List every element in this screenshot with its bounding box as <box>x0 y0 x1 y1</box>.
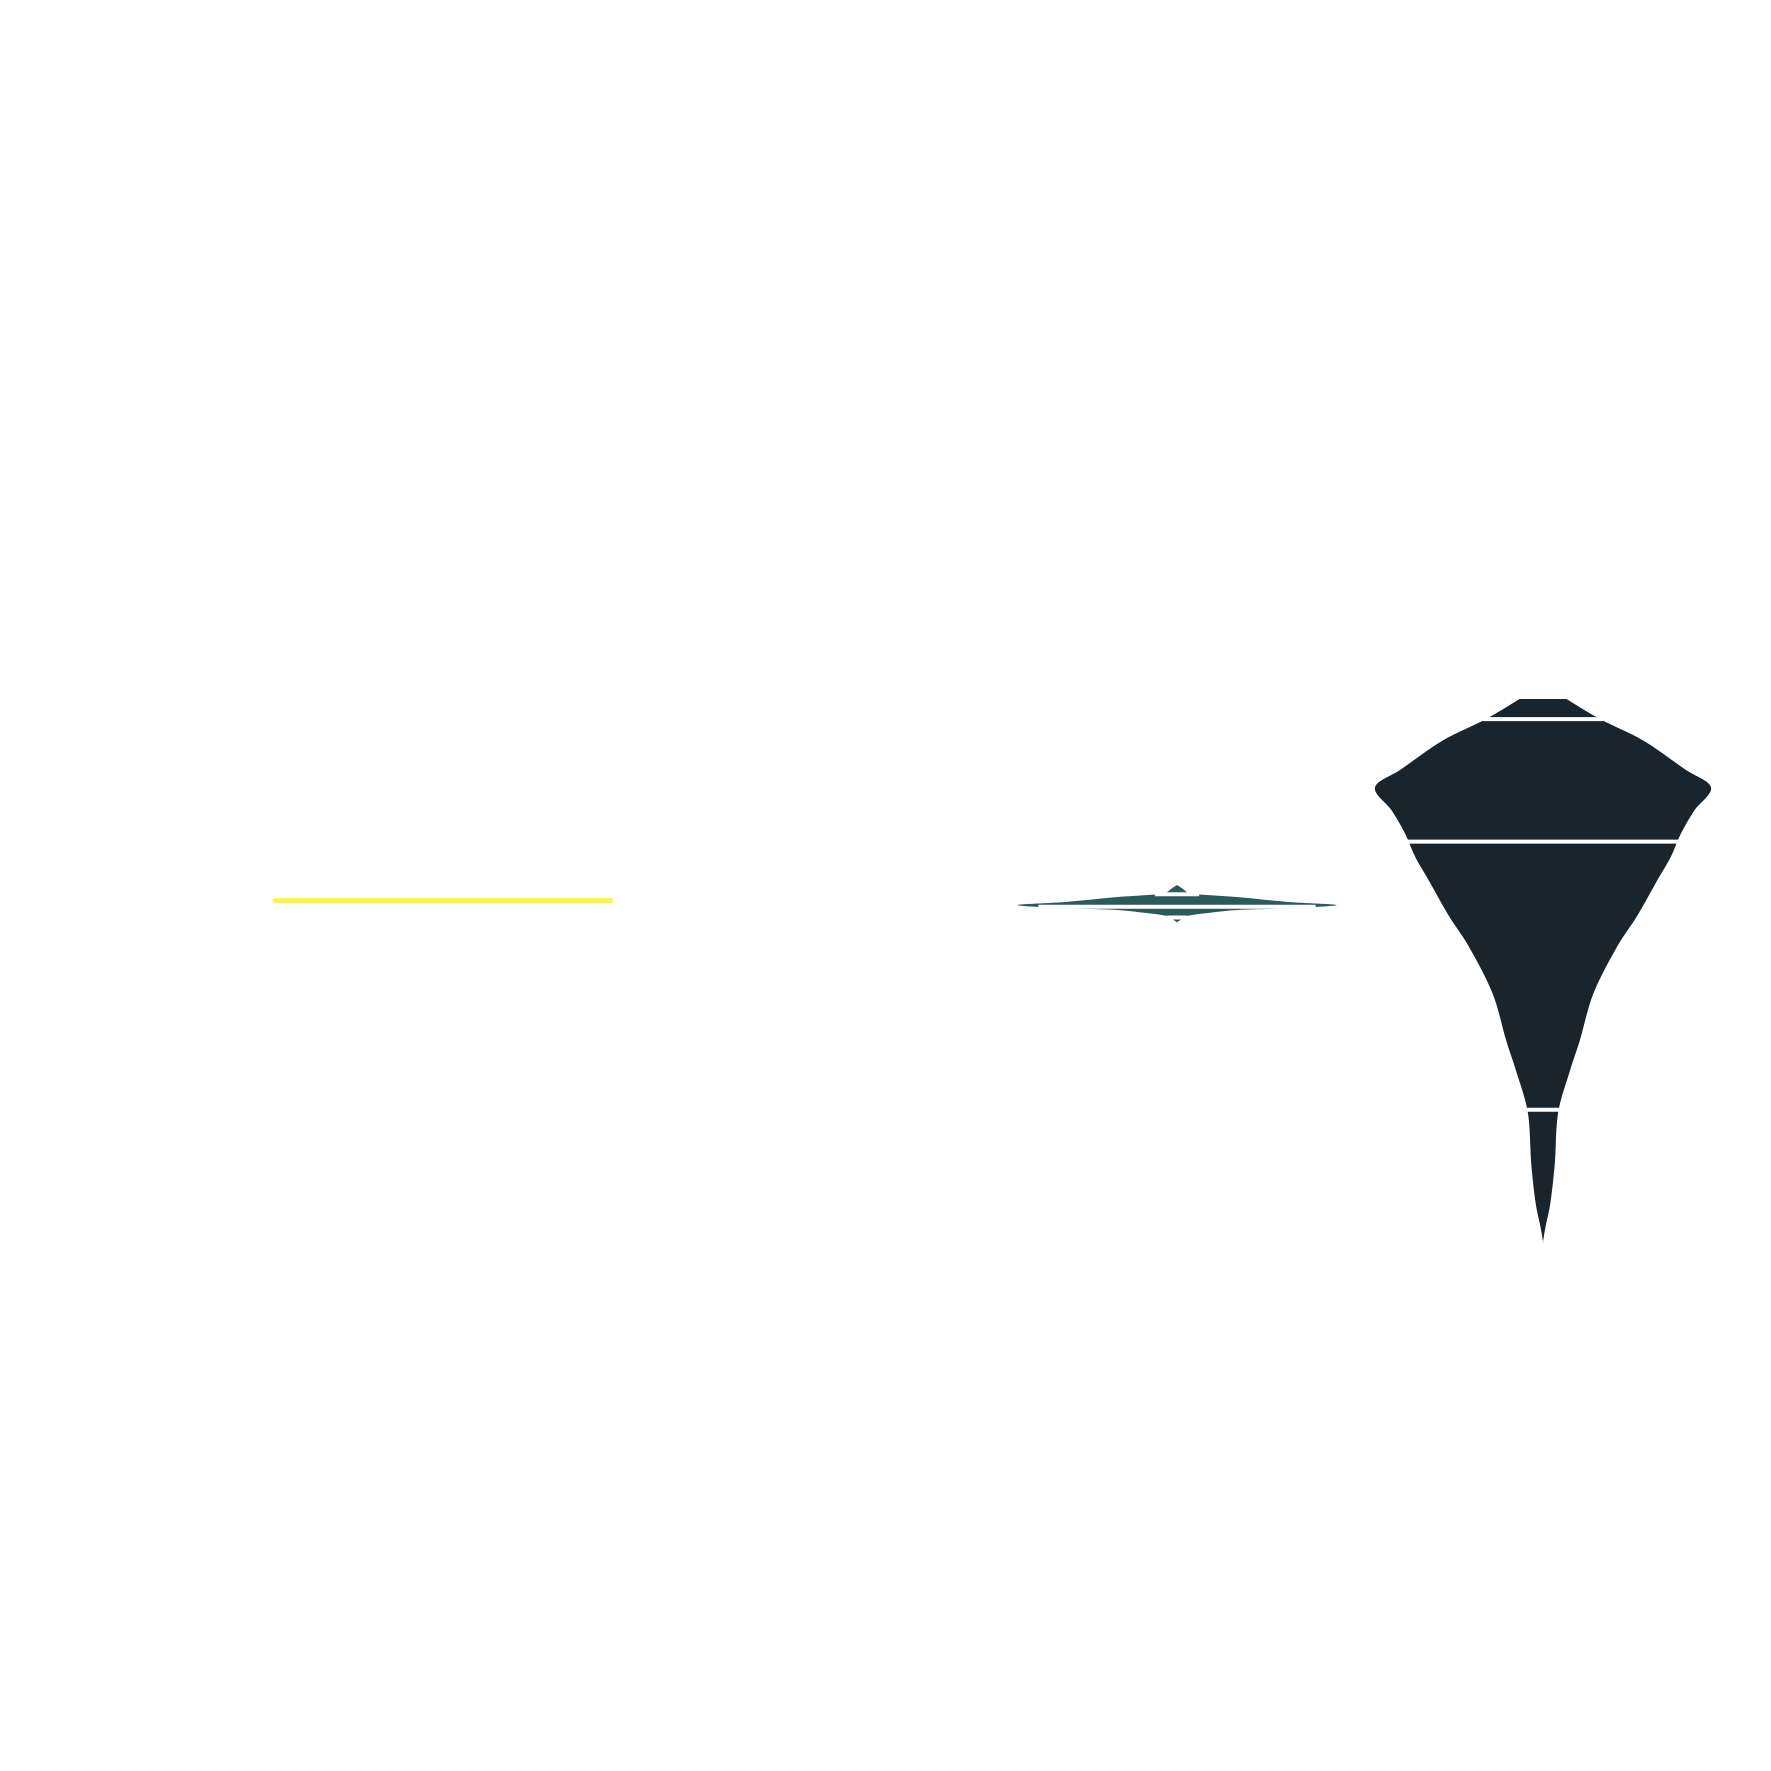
violins-group <box>272 699 1712 1244</box>
violin-3 <box>1374 699 1712 1244</box>
quantile-lines-group <box>1038 717 1681 1112</box>
violin-2 <box>1017 885 1337 923</box>
